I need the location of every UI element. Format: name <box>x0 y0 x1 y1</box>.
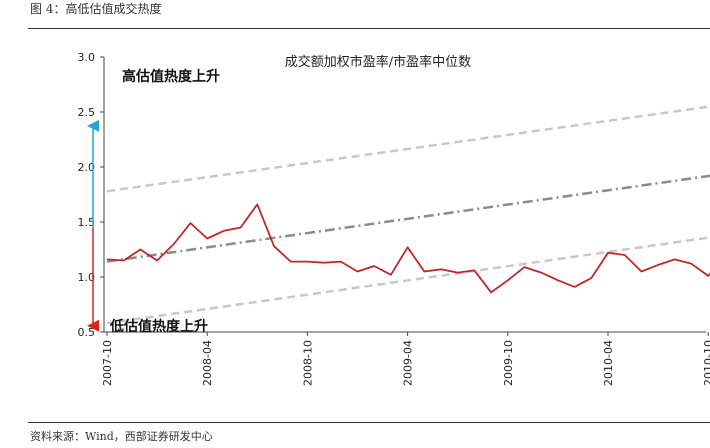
x-tick-label: 2010-04 <box>602 340 615 386</box>
x-tick-label: 2008-10 <box>301 340 314 386</box>
top-rule <box>28 28 710 29</box>
x-tick-label: 2010-10 <box>702 340 710 386</box>
x-tick-label: 2009-10 <box>502 340 515 386</box>
series-line <box>106 203 710 294</box>
trend-line-2 <box>106 174 710 263</box>
chart-axes: 0.5 1.0 1.5 2.0 2.5 3.0 2007-10 2008-04 2008-10 2… <box>78 51 710 386</box>
figure-caption: 图 4：高低估值成交热度 <box>30 2 162 16</box>
x-tick-label: 2008-04 <box>201 340 214 386</box>
x-tick-label: 2009-04 <box>402 340 415 386</box>
y-tick-label: 1.0 <box>78 271 96 284</box>
trend-lines <box>106 105 710 325</box>
y-tick-label: 2.0 <box>78 161 96 174</box>
trend-line-1 <box>106 105 710 193</box>
annotation-high: 高估值热度上升 <box>122 68 220 85</box>
x-tick-label: 2007-10 <box>101 340 114 386</box>
y-tick-label: 1.5 <box>78 216 96 229</box>
y-tick-label: 0.5 <box>78 326 96 339</box>
bottom-rule <box>28 422 710 423</box>
trend-line-3 <box>106 236 710 325</box>
annotation-low: 低估值热度上升 <box>109 318 208 335</box>
y-tick-label: 2.5 <box>78 106 96 119</box>
source-note: 资料来源：Wind，西部证券研发中心 <box>30 430 213 443</box>
chart-title: 成交额加权市盈率/市盈率中位数 <box>285 54 471 70</box>
series-layer <box>106 203 710 294</box>
y-tick-label: 3.0 <box>78 51 96 64</box>
